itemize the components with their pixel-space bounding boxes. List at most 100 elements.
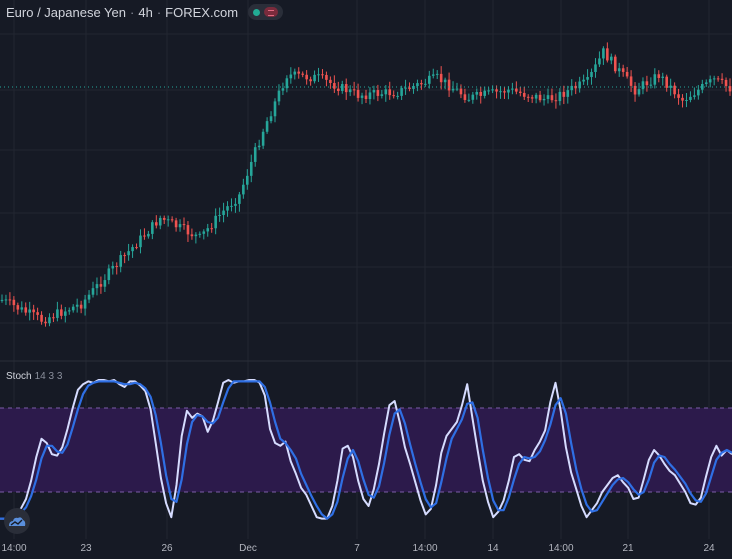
- candle-body: [368, 92, 372, 100]
- candle-body: [325, 74, 328, 80]
- candle-body: [333, 83, 336, 89]
- candle-body: [586, 77, 589, 80]
- candle-body: [198, 233, 202, 235]
- candle-body: [519, 91, 522, 93]
- candle-body: [123, 255, 126, 257]
- candle-body: [483, 90, 486, 96]
- candle-body: [32, 309, 35, 313]
- candle-body: [115, 265, 119, 267]
- candle-body: [602, 48, 605, 59]
- candle-body: [348, 89, 352, 93]
- candle-body: [257, 145, 261, 148]
- candle-body: [657, 74, 661, 78]
- candle-body: [107, 268, 111, 281]
- candle-body: [194, 234, 198, 237]
- candle-body: [495, 89, 498, 92]
- candle-body: [44, 321, 47, 324]
- candle-body: [653, 74, 657, 85]
- time-axis-label: Dec: [239, 543, 257, 554]
- candle-body: [590, 71, 593, 78]
- tradingview-logo-icon[interactable]: [4, 508, 30, 534]
- candle-body: [103, 280, 107, 287]
- candle-body: [206, 228, 210, 232]
- candle-body: [507, 89, 510, 93]
- market-status-pill[interactable]: [248, 4, 284, 20]
- candle-body: [155, 222, 158, 226]
- time-axis-label: 14:00: [548, 543, 574, 554]
- candle-body: [412, 86, 415, 89]
- candle-body: [613, 56, 617, 72]
- candle-body: [309, 79, 312, 82]
- candle-body: [52, 317, 55, 319]
- candle-body: [400, 88, 403, 96]
- symbol-header[interactable]: Euro / Japanese Yen · 4h · FOREX.com: [6, 3, 284, 21]
- candle-body: [218, 214, 221, 216]
- candle-body: [127, 251, 130, 256]
- candle-body: [701, 83, 704, 90]
- candle-body: [511, 88, 514, 90]
- candle-body: [16, 305, 20, 310]
- candle-body: [392, 95, 395, 97]
- candle-body: [712, 78, 716, 80]
- candle-body: [376, 90, 380, 96]
- indicator-legend[interactable]: Stoch 14 3 3: [6, 371, 62, 382]
- candle-body: [246, 175, 249, 185]
- symbol-name[interactable]: Euro / Japanese Yen: [6, 4, 126, 20]
- candle-body: [210, 228, 213, 230]
- candle-body: [178, 224, 182, 228]
- candle-body: [293, 71, 297, 75]
- candle-body: [174, 220, 178, 228]
- stoch-k-line: [0, 379, 732, 520]
- candle-body: [724, 79, 728, 87]
- candle-body: [24, 307, 28, 313]
- candle-body: [289, 74, 293, 79]
- candle-body: [526, 96, 530, 98]
- time-axis-label: 23: [80, 543, 92, 554]
- candle-body: [396, 95, 399, 97]
- candle-body: [301, 73, 304, 75]
- candle-body: [135, 247, 138, 249]
- candle-body: [20, 307, 24, 310]
- candle-body: [578, 81, 581, 89]
- candle-body: [637, 89, 641, 95]
- candle-body: [249, 161, 253, 176]
- candle-body: [570, 85, 574, 91]
- candle-body: [522, 92, 526, 97]
- candle-body: [728, 86, 732, 92]
- candle-body: [665, 76, 668, 88]
- time-axis[interactable]: 14:00 23 26 Dec 7 14:00 14 14:00 21 24: [0, 539, 732, 559]
- interval-label[interactable]: 4h: [138, 4, 153, 20]
- candle-body: [214, 215, 217, 229]
- candle-body: [649, 84, 653, 86]
- candle-body: [222, 210, 225, 215]
- candle-body: [459, 88, 463, 95]
- candle-body: [574, 85, 577, 89]
- candle-body: [48, 317, 51, 324]
- candle-body: [321, 74, 324, 76]
- candle-body: [329, 79, 332, 84]
- candle-body: [428, 75, 431, 84]
- candle-body: [75, 304, 79, 307]
- candle-body: [4, 299, 8, 301]
- candle-body: [226, 206, 229, 211]
- candle-body: [487, 90, 490, 92]
- candle-body: [60, 309, 63, 316]
- candle-body: [186, 225, 190, 235]
- candle-body: [534, 94, 538, 99]
- candle-body: [40, 314, 43, 322]
- indicator-name: Stoch: [6, 371, 32, 382]
- candle-body: [71, 306, 75, 311]
- candle-body: [202, 231, 206, 234]
- candle-body: [554, 100, 558, 102]
- green-dot-icon: [253, 8, 261, 16]
- candle-body: [170, 219, 174, 221]
- candle-body: [491, 89, 494, 91]
- candle-body: [645, 81, 649, 86]
- candle-body: [352, 89, 356, 91]
- candle-body: [344, 84, 348, 93]
- candle-body: [558, 91, 562, 102]
- candle-body: [158, 217, 162, 226]
- candle-body: [463, 94, 467, 100]
